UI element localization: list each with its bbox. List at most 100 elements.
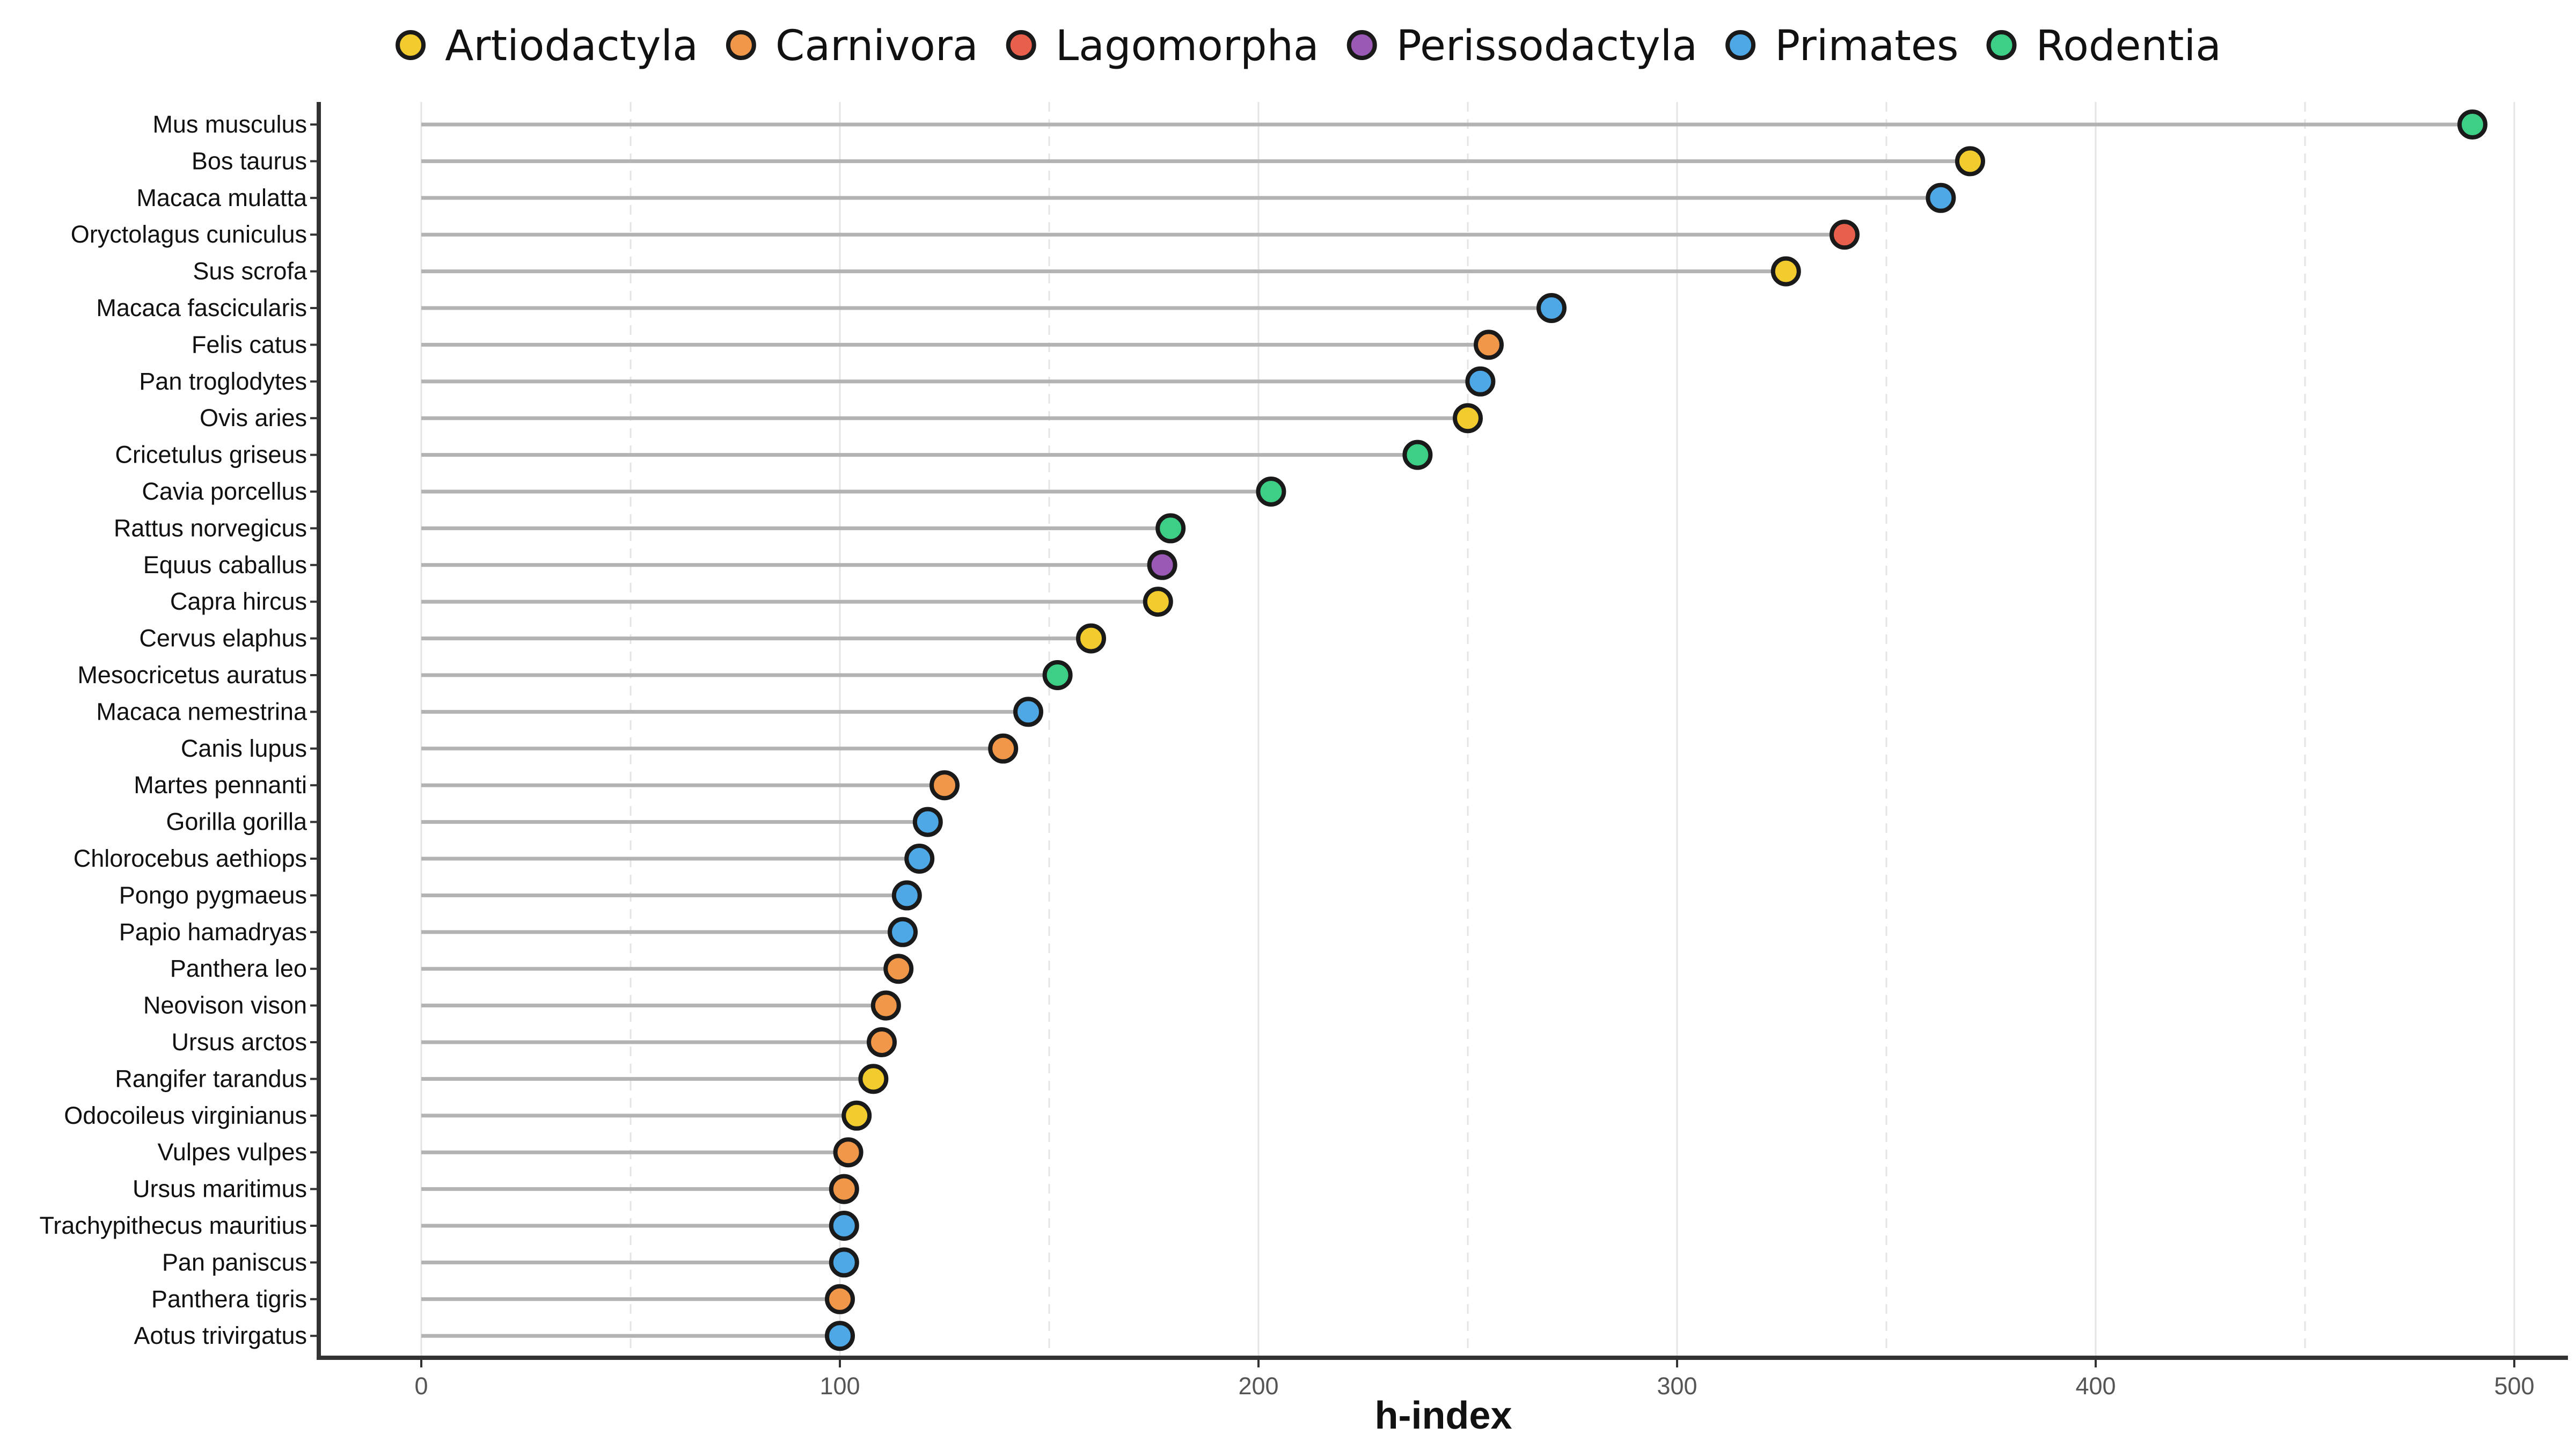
y-tick-label: Macaca mulatta [136,184,308,211]
gridlines [420,102,2515,1358]
lollipop-point [1143,587,1173,617]
x-tick-label: 100 [819,1372,860,1400]
y-tick-label: Trachypithecus mauritius [39,1212,307,1239]
legend-label: Carnivora [775,22,978,70]
legend-entry: Artiodactyla [396,22,698,70]
legend-label: Lagomorpha [1056,22,1319,70]
y-tick-label: Martes pennanti [134,771,307,799]
y-tick-label: Cricetulus griseus [115,441,307,469]
y-tick-label: Gorilla gorilla [166,808,308,836]
legend-entry: Perissodactyla [1346,22,1697,70]
y-tick-label: Chlorocebus aethiops [74,845,307,872]
lollipop-point [888,917,918,947]
legend-label: Rodentia [2036,22,2221,70]
legend: Artiodactyla Carnivora Lagomorpha Perissoda… [396,22,2221,70]
y-tick-label: Bos taurus [192,147,307,174]
lollipop-point [829,1247,859,1278]
lollipop-point [1013,697,1043,727]
lollipop-point [904,844,935,874]
legend-label: Perissodactyla [1396,22,1697,70]
y-tick-label: Vulpes vulpes [157,1138,307,1166]
y-tick-label: Mesocricetus auratus [77,661,307,689]
lollipop-point [1770,256,1801,287]
lollipop-point [841,1100,872,1131]
y-tick-label: Odocoileus virginianus [64,1102,307,1129]
lollipop-point [829,1174,859,1204]
legend-entry: Lagomorpha [1006,22,1319,70]
lollipop-point [833,1137,863,1168]
y-tick-label: Pan troglodytes [139,368,307,395]
lollipop-point [912,807,943,837]
y-tick-label: Pan paniscus [162,1248,307,1276]
lollipop-point [825,1284,855,1314]
y-tick-label: Papio hamadryas [119,918,307,946]
legend-swatch [1725,30,1756,60]
y-tick-label: Capra hircus [170,588,307,615]
lollipop-point [930,770,960,801]
y-tick-label: Ursus arctos [171,1028,307,1056]
lollipop-point [891,880,922,911]
x-tick-label: 300 [1657,1372,1697,1400]
y-tick-label: Ovis aries [200,404,307,431]
lollipop-point [829,1211,859,1241]
legend-entry: Carnivora [726,22,978,70]
lollipop-point [1042,660,1073,690]
y-tick-label: Ursus maritimus [133,1175,307,1203]
lollipop-point [988,733,1019,764]
x-axis-title: h-index [1374,1394,1512,1437]
legend-swatch [1346,30,1377,60]
lollipop-point [1256,477,1286,507]
lollipop-stems [421,122,2472,1338]
lollipop-point [1147,550,1177,580]
axes [317,102,2568,1360]
legend-swatch [726,30,756,60]
y-tick-label: Rattus norvegicus [114,514,307,541]
y-tick-label: Mus musculus [152,111,307,138]
legend-label: Artiodactyla [445,22,698,70]
lollipop-point [1536,293,1567,323]
y-tick-label: Cavia porcellus [142,478,307,505]
lollipop-point [1955,146,1985,177]
lollipop-point [1402,440,1433,470]
y-tick-label: Macaca nemestrina [96,698,308,725]
y-tick-label: Rangifer tarandus [115,1065,307,1092]
lollipop-point [1155,513,1186,544]
y-tick-label: Panthera leo [170,955,307,982]
legend-swatch [1986,30,2017,60]
x-tick-label: 500 [2494,1372,2534,1400]
y-tick-label: Oryctolagus cuniculus [71,221,307,248]
lollipop-point [1076,623,1106,654]
legend-entry: Primates [1725,22,1959,70]
x-tick-label: 400 [2075,1372,2116,1400]
y-tick-label: Equus caballus [143,551,307,579]
lollipop-point [825,1321,855,1351]
lollipop-point [1453,403,1483,434]
lollipop-point [858,1064,889,1094]
y-tick-labels: Mus musculus Bos taurus Macaca mulatta Oryc… [39,111,317,1349]
y-tick-label: Macaca fascicularis [96,294,307,321]
lollipop-point [2457,109,2487,140]
x-tick-label: 200 [1238,1372,1278,1400]
y-tick-label: Panthera tigris [151,1285,307,1313]
x-tick-label: 0 [414,1372,428,1400]
y-tick-label: Pongo pygmaeus [119,881,307,909]
lollipop-point [883,954,914,984]
lollipop-point [1465,366,1496,397]
x-tick-labels: 0 100 200 300 400 500 [414,1360,2535,1400]
legend-swatch [1006,30,1036,60]
legend-entry: Rodentia [1986,22,2221,70]
y-tick-label: Canis lupus [181,735,307,762]
lollipop-point [1829,219,1860,250]
lollipop-points [825,109,2487,1351]
lollipop-point [1926,182,1956,213]
legend-swatch [396,30,426,60]
lollipop-point [867,1027,897,1057]
lollipop-point [870,990,901,1021]
y-tick-label: Felis catus [192,331,307,358]
lollipop-point [1474,330,1504,360]
legend-label: Primates [1775,22,1958,70]
y-tick-label: Neovison vison [143,992,307,1019]
y-tick-label: Aotus trivirgatus [134,1322,307,1349]
